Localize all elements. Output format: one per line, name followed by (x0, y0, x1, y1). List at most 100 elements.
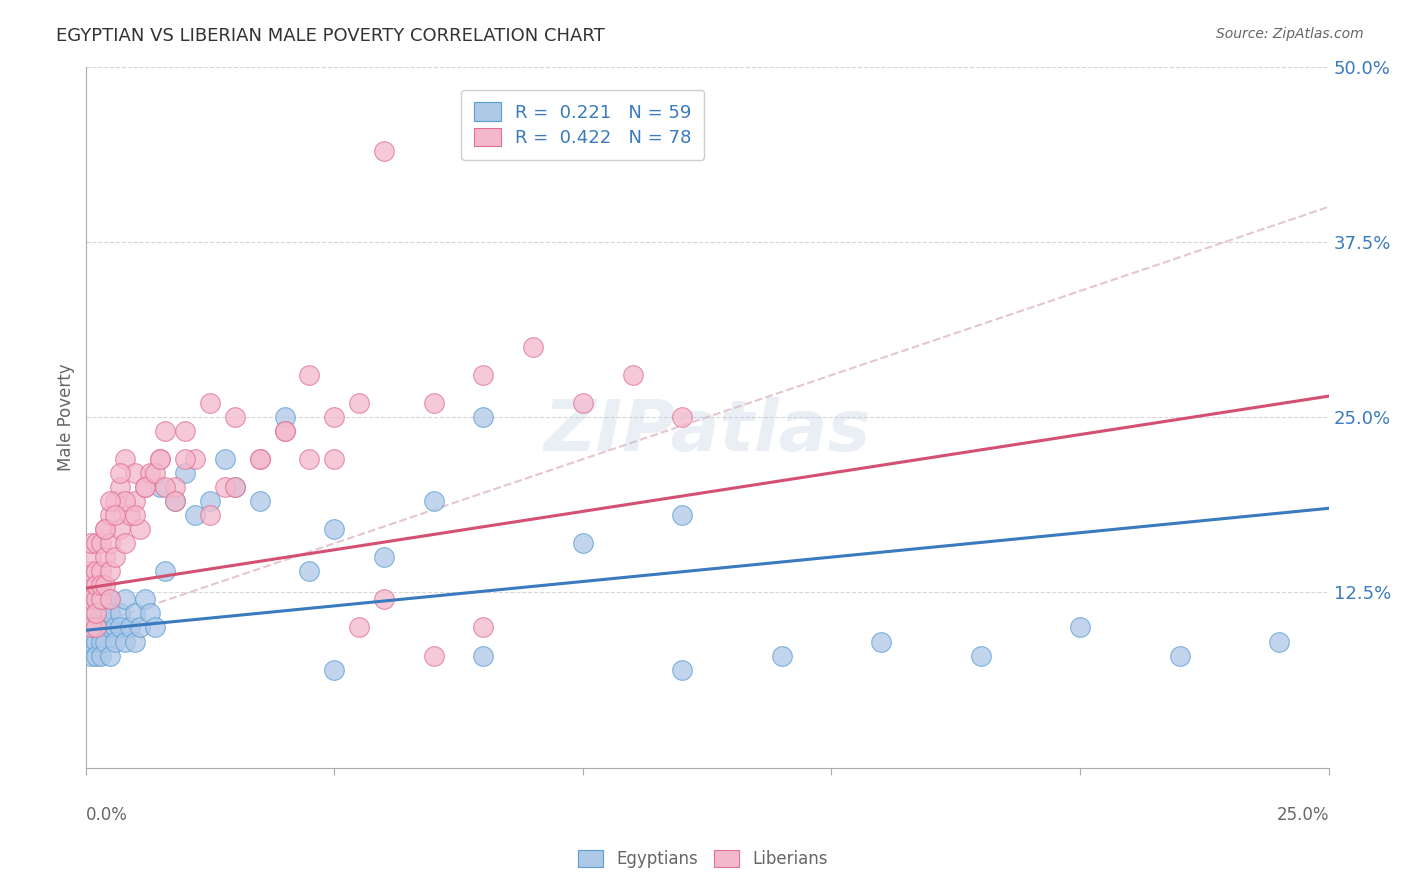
Point (124, 634, 146, 648)
Point (165, 494, 187, 508)
Y-axis label: Male Poverty: Male Poverty (58, 363, 75, 471)
Point (273, 410, 295, 425)
Point (100, 536, 122, 550)
Point (143, 467, 166, 481)
Point (100, 620, 122, 634)
Point (94, 550, 117, 565)
Point (149, 480, 172, 494)
Point (94, 522, 117, 536)
Point (323, 452, 346, 467)
Legend: R =  0.221   N = 59, R =  0.422   N = 78: R = 0.221 N = 59, R = 0.422 N = 78 (461, 90, 704, 160)
Point (165, 480, 187, 494)
Point (1168, 648, 1191, 663)
Point (153, 480, 176, 494)
Point (79, 607, 101, 621)
Point (174, 424, 197, 438)
Point (969, 648, 991, 663)
Text: Source: ZipAtlas.com: Source: ZipAtlas.com (1216, 27, 1364, 41)
Point (198, 396, 221, 410)
Point (100, 494, 122, 508)
Point (84, 634, 107, 648)
Point (174, 452, 197, 467)
Point (100, 648, 122, 663)
Point (373, 144, 395, 158)
Point (79, 620, 101, 634)
Point (671, 410, 693, 425)
Point (149, 452, 172, 467)
Point (79, 578, 101, 592)
Point (472, 648, 495, 663)
Point (79, 648, 101, 663)
Point (110, 522, 132, 536)
Point (153, 565, 176, 579)
Point (94, 578, 117, 592)
Point (84, 578, 107, 592)
Point (249, 494, 271, 508)
Point (174, 467, 197, 481)
Point (79, 565, 101, 579)
Point (249, 452, 271, 467)
Point (323, 522, 346, 536)
Point (198, 494, 221, 508)
Legend: Egyptians, Liberians: Egyptians, Liberians (571, 843, 835, 875)
Point (198, 508, 221, 523)
Point (149, 452, 172, 467)
Point (671, 508, 693, 523)
Text: 0.0%: 0.0% (86, 806, 128, 824)
Point (323, 663, 346, 677)
Point (373, 550, 395, 565)
Point (224, 410, 246, 425)
Text: EGYPTIAN VS LIBERIAN MALE POVERTY CORRELATION CHART: EGYPTIAN VS LIBERIAN MALE POVERTY CORREL… (56, 27, 605, 45)
Text: 25.0%: 25.0% (1277, 806, 1329, 824)
Point (104, 620, 127, 634)
Point (89, 592, 111, 607)
Point (134, 480, 156, 494)
Point (100, 607, 122, 621)
Point (472, 368, 495, 382)
Point (114, 536, 136, 550)
Point (110, 620, 132, 634)
Point (153, 424, 176, 438)
Point (347, 620, 370, 634)
Point (84, 607, 107, 621)
Point (124, 508, 146, 523)
Point (671, 663, 693, 677)
Point (89, 565, 111, 579)
Point (472, 410, 495, 425)
Point (770, 648, 793, 663)
Point (522, 340, 544, 354)
Point (89, 578, 111, 592)
Point (114, 592, 136, 607)
Point (422, 494, 444, 508)
Point (84, 536, 107, 550)
Point (214, 452, 236, 467)
Point (139, 467, 162, 481)
Point (124, 494, 146, 508)
Point (84, 565, 107, 579)
Point (323, 410, 346, 425)
Point (124, 607, 146, 621)
Point (472, 620, 495, 634)
Point (621, 368, 644, 382)
Point (104, 508, 127, 523)
Point (100, 508, 122, 523)
Text: ZIPatlas: ZIPatlas (544, 397, 870, 466)
Point (1268, 634, 1291, 648)
Point (89, 634, 111, 648)
Point (94, 592, 117, 607)
Point (110, 467, 132, 481)
Point (79, 620, 101, 634)
Point (143, 620, 166, 634)
Point (100, 565, 122, 579)
Point (114, 494, 136, 508)
Point (110, 480, 132, 494)
Point (110, 607, 132, 621)
Point (165, 494, 187, 508)
Point (373, 592, 395, 607)
Point (104, 634, 127, 648)
Point (104, 550, 127, 565)
Point (298, 368, 321, 382)
Point (572, 396, 595, 410)
Point (89, 648, 111, 663)
Point (89, 607, 111, 621)
